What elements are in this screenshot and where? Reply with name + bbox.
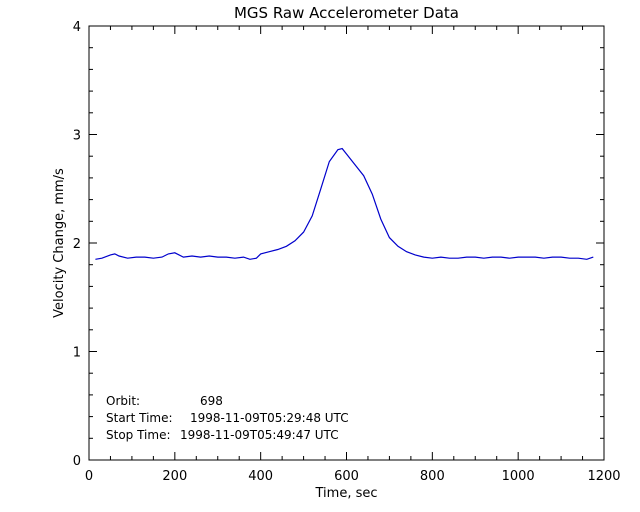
annotation-block: Orbit: 698 Start Time: 1998-11-09T05:29:…: [106, 394, 349, 442]
x-tick-label: 600: [334, 469, 359, 484]
stop-time-label: Stop Time:: [106, 428, 171, 442]
axis-ticks: 0 200 400 600 800 1000 1200 0 1 2 3 4: [73, 20, 621, 484]
chart-title: MGS Raw Accelerometer Data: [234, 4, 459, 22]
x-axis-label: Time, sec: [315, 486, 378, 501]
orbit-label: Orbit:: [106, 394, 140, 408]
y-tick-label: 0: [73, 454, 81, 469]
y-tick-label: 3: [73, 129, 81, 144]
orbit-value: 698: [200, 394, 223, 408]
y-axis-label: Velocity Change, mm/s: [52, 168, 67, 318]
y-tick-label: 2: [73, 237, 81, 252]
x-tick-label: 1000: [502, 469, 535, 484]
start-time-label: Start Time:: [106, 411, 173, 425]
y-tick-label: 1: [73, 346, 81, 361]
stop-time-value: 1998-11-09T05:49:47 UTC: [180, 428, 339, 442]
x-tick-label: 800: [420, 469, 445, 484]
plot-frame: [88, 25, 605, 461]
x-tick-label: 1200: [587, 469, 620, 484]
x-tick-label: 0: [85, 469, 93, 484]
series-line: [95, 147, 594, 260]
x-tick-label: 200: [162, 469, 187, 484]
x-tick-label: 400: [248, 469, 273, 484]
start-time-value: 1998-11-09T05:29:48 UTC: [190, 411, 349, 425]
y-tick-label: 4: [73, 20, 81, 35]
